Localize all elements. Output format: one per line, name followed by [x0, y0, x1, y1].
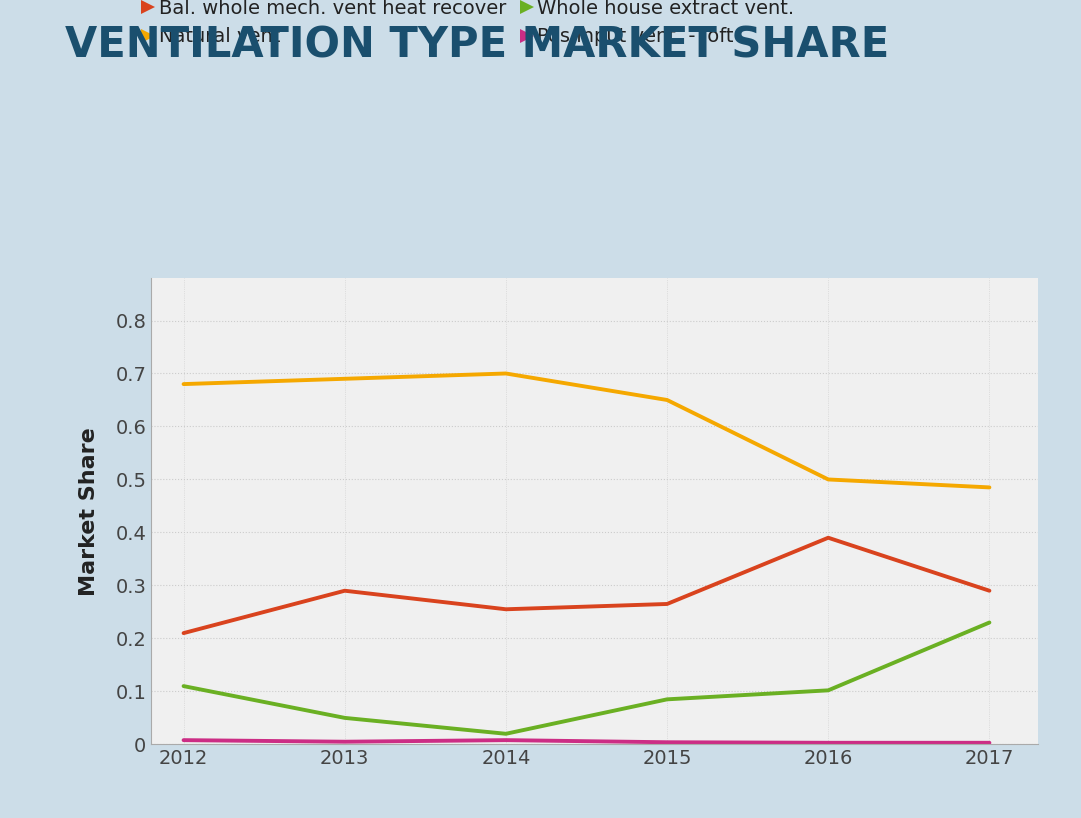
Text: VENTILATION TYPE MARKET SHARE: VENTILATION TYPE MARKET SHARE: [65, 25, 889, 66]
Y-axis label: Market Share: Market Share: [79, 427, 98, 596]
Legend: Bal. whole mech. vent heat recover, Natural vent, Whole house extract vent., Pos: Bal. whole mech. vent heat recover, Natu…: [144, 0, 795, 47]
